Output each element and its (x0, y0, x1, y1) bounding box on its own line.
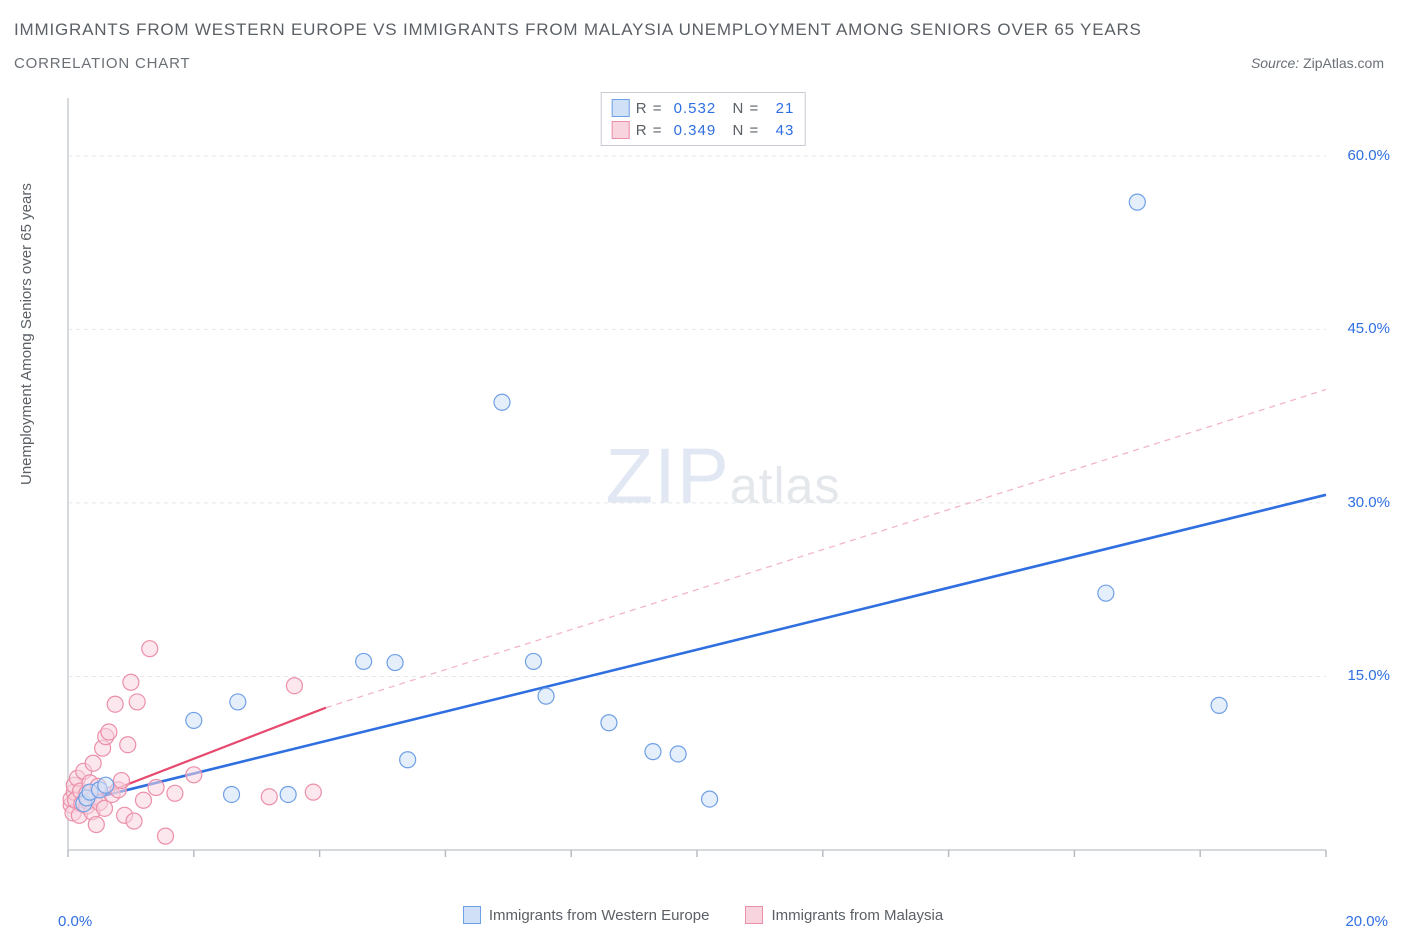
y-tick-label: 15.0% (1347, 667, 1390, 684)
series-legend: Immigrants from Western Europe Immigrants… (0, 906, 1406, 928)
n-label: N = (722, 100, 759, 117)
y-tick-label: 45.0% (1347, 320, 1390, 337)
plot-area: ZIPatlas (58, 90, 1388, 880)
r-label: R = (636, 100, 663, 117)
correlation-legend: R = 0.532 N = 21R = 0.349 N = 43 (601, 92, 806, 146)
legend-label: Immigrants from Malaysia (771, 907, 943, 924)
legend-row: R = 0.532 N = 21 (612, 97, 795, 119)
r-value: 0.532 (668, 100, 716, 117)
r-value: 0.349 (668, 122, 716, 139)
legend-swatch (463, 906, 481, 924)
n-value: 21 (765, 100, 794, 117)
legend-swatch (612, 121, 630, 139)
scatter-svg (58, 90, 1388, 880)
n-label: N = (722, 122, 759, 139)
chart-container: IMMIGRANTS FROM WESTERN EUROPE VS IMMIGR… (0, 0, 1406, 930)
source-value: ZipAtlas.com (1303, 55, 1384, 71)
legend-swatch (745, 906, 763, 924)
legend-item: Immigrants from Malaysia (745, 906, 943, 924)
chart-title: IMMIGRANTS FROM WESTERN EUROPE VS IMMIGR… (14, 20, 1142, 40)
source-attribution: Source: ZipAtlas.com (1251, 55, 1384, 71)
legend-item: Immigrants from Western Europe (463, 906, 710, 924)
y-tick-label: 60.0% (1347, 147, 1390, 164)
n-value: 43 (765, 122, 794, 139)
chart-subtitle: CORRELATION CHART (14, 55, 190, 72)
legend-swatch (612, 99, 630, 117)
legend-row: R = 0.349 N = 43 (612, 119, 795, 141)
r-label: R = (636, 122, 663, 139)
legend-label: Immigrants from Western Europe (489, 907, 710, 924)
y-tick-label: 30.0% (1347, 494, 1390, 511)
source-label: Source: (1251, 55, 1299, 71)
y-axis-label: Unemployment Among Seniors over 65 years (18, 183, 35, 485)
